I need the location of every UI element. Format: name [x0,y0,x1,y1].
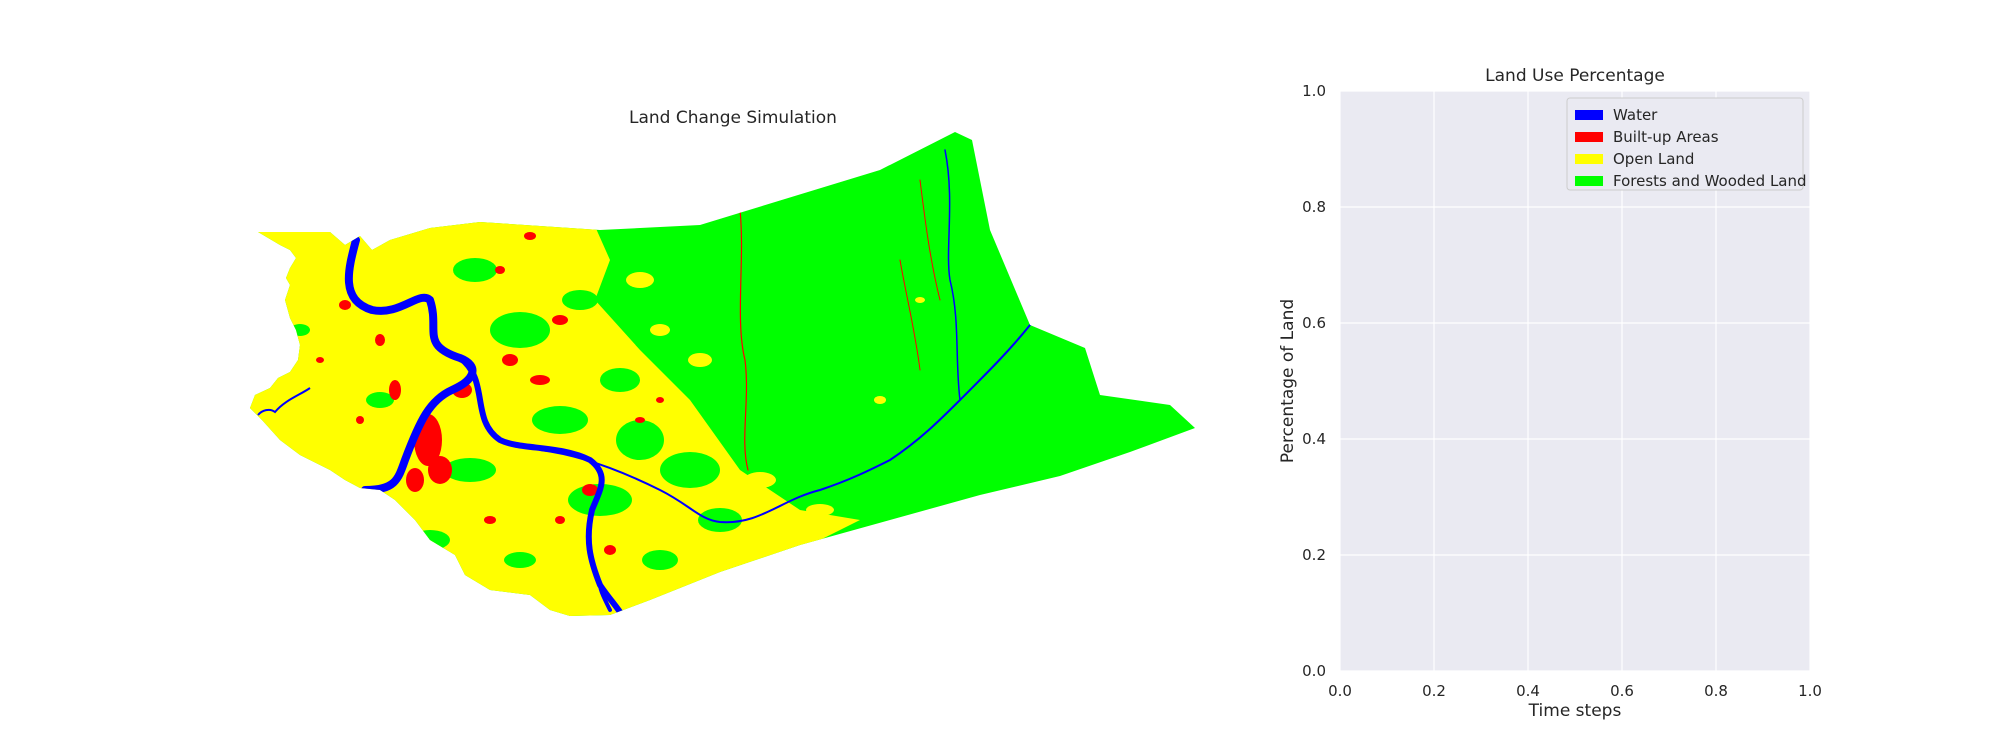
x-tick-label: 0.8 [1704,682,1728,700]
legend-label: Open Land [1613,150,1694,168]
x-tick-label: 0.4 [1516,682,1540,700]
x-tick-label: 0.6 [1610,682,1634,700]
legend-box [1566,97,1804,191]
open-land-specks [626,272,925,516]
legend-swatch [1575,176,1603,186]
y-tick-label: 0.6 [1302,314,1326,332]
x-tick-label: 0.0 [1328,682,1352,700]
y-tick-label: 0.4 [1302,430,1326,448]
y-axis-label: Percentage of Land [1278,299,1298,463]
x-tick-labels: 0.0 0.2 0.4 0.6 0.8 1.0 [1328,682,1822,700]
y-tick-label: 1.0 [1302,82,1326,100]
chart-legend: Water Built-up Areas Open Land Forests and … [1566,97,1807,191]
y-tick-labels: 0.0 0.2 0.4 0.6 0.8 1.0 [1302,82,1326,680]
legend-label: Water [1613,106,1658,124]
y-tick-label: 0.8 [1302,198,1326,216]
map-panel: Land Change Simulation [250,108,1195,616]
legend-label: Forests and Wooded Land [1613,172,1807,190]
coast-stream [257,387,311,416]
legend-swatch [1575,154,1603,164]
legend-label: Built-up Areas [1613,128,1719,146]
legend-swatch [1575,132,1603,142]
rivers [344,149,1031,616]
legend-swatch [1575,110,1603,120]
chart-title: Land Use Percentage [1485,66,1665,86]
y-tick-label: 0.2 [1302,546,1326,564]
x-axis-label: Time steps [1528,701,1622,721]
land-map [250,132,1195,616]
forest-patches [290,258,742,570]
x-tick-label: 1.0 [1798,682,1822,700]
y-tick-label: 0.0 [1302,662,1326,680]
x-tick-label: 0.2 [1422,682,1446,700]
map-title: Land Change Simulation [629,108,837,128]
